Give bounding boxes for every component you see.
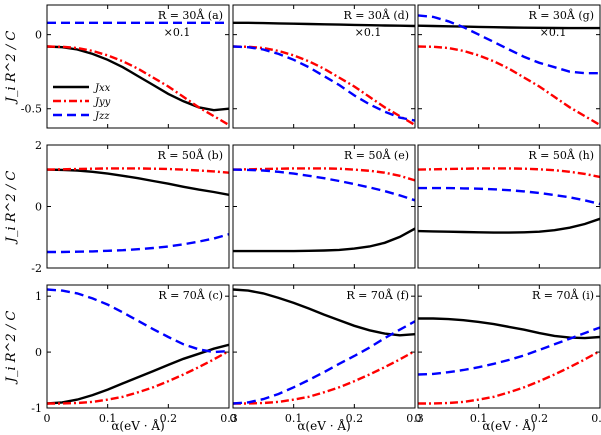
series-jzz-d (233, 45, 415, 122)
series-jyy-a (47, 45, 229, 127)
legend-label-jyy: Jyy (93, 97, 111, 108)
panel-frame-g (417, 4, 601, 129)
legend-label-jxx: Jxx (93, 83, 111, 94)
xtick-label-f-1: 0.1 (285, 412, 303, 425)
series-jyy-h (418, 167, 600, 179)
x-axis-label-col-1: α(eV · Å) (111, 418, 164, 433)
series-jxx-d (233, 21, 415, 28)
ytick-label-b-1: 0 (35, 201, 42, 214)
series-jzz-f (233, 320, 415, 405)
panel-frame-i (417, 284, 601, 409)
series-jyy-d (233, 45, 415, 127)
panel-label-c: R = 70Å (c) (158, 288, 223, 302)
panel-frame-d (232, 4, 416, 129)
xtick-label-i-0: 0 (415, 412, 422, 425)
ytick-label-b-2: -2 (31, 262, 42, 275)
xtick-label-f-3: 0.3 (406, 412, 424, 425)
xtick-label-c-3: 0.3 (220, 412, 238, 425)
series-jyy-e (233, 167, 415, 182)
scale-note-a: ×0.1 (164, 26, 191, 39)
y-axis-label-row-3: J_i R^2 / C (4, 311, 19, 386)
series-jyy-c (47, 349, 229, 405)
series-jyy-b (47, 167, 229, 174)
xtick-label-i-1: 0.1 (470, 412, 488, 425)
series-jxx-g (418, 24, 600, 30)
panel-label-f: R = 70Å (f) (346, 288, 409, 302)
ytick-label-c-0: 1 (35, 290, 42, 303)
xtick-label-f-0: 0 (230, 412, 237, 425)
xtick-label-c-0: 0 (44, 412, 51, 425)
series-jzz-e (233, 168, 415, 202)
ytick-label-c-1: 0 (35, 346, 42, 359)
series-jzz-i (418, 326, 600, 376)
ytick-label-a-0: 0 (35, 29, 42, 42)
x-axis-label-col-3: α(eV · Å) (482, 418, 535, 433)
legend-label-jzz: Jzz (93, 111, 110, 122)
x-axis-label-col-2: α(eV · Å) (297, 418, 350, 433)
series-jyy-i (418, 349, 600, 405)
series-jxx-c (47, 343, 229, 405)
series-jzz-b (47, 233, 229, 254)
series-jyy-g (418, 45, 600, 127)
series-jxx-b (47, 168, 229, 196)
xtick-label-f-2: 0.2 (346, 412, 364, 425)
panel-frame-h (417, 144, 601, 269)
panel-label-d: R = 30Å (d) (343, 8, 409, 22)
panel-frame-f (232, 284, 416, 409)
panel-frame-c (46, 284, 230, 409)
xtick-label-c-2: 0.2 (160, 412, 178, 425)
panel-label-i: R = 70Å (i) (532, 288, 594, 302)
y-axis-label-row-1: J_i R^2 / C (4, 31, 19, 106)
scale-note-g: ×0.1 (540, 26, 567, 39)
panel-label-e: R = 50Å (e) (344, 148, 409, 162)
series-jxx-i (418, 317, 600, 340)
series-jzz-g (418, 14, 600, 75)
panel-label-b: R = 50Å (b) (157, 148, 223, 162)
panel-label-h: R = 50Å (h) (528, 148, 594, 162)
series-jxx-h (418, 217, 600, 234)
scale-note-d: ×0.1 (355, 26, 382, 39)
xtick-label-i-3: 0.3 (591, 412, 601, 425)
series-jxx-f (233, 288, 415, 337)
xtick-label-c-1: 0.1 (99, 412, 117, 425)
ytick-label-a-1: -0.5 (21, 103, 42, 116)
panel-label-g: R = 30Å (g) (528, 8, 594, 22)
series-jzz-h (418, 186, 600, 206)
xtick-label-i-2: 0.2 (531, 412, 549, 425)
panel-frame-a (46, 4, 230, 129)
panel-label-a: R = 30Å (a) (158, 8, 223, 22)
series-jyy-f (233, 349, 415, 405)
series-jzz-c (47, 288, 229, 354)
ytick-label-b-0: 2 (35, 139, 42, 152)
ytick-label-c-2: -1 (31, 402, 42, 415)
y-axis-label-row-2: J_i R^2 / C (4, 171, 19, 246)
series-jxx-e (233, 227, 415, 253)
